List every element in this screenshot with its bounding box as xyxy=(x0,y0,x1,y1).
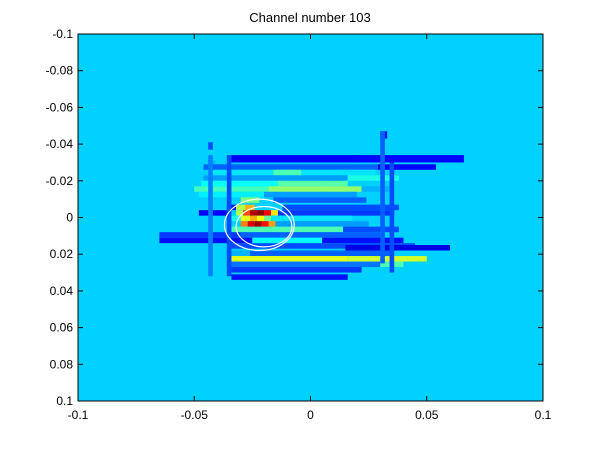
heatmap-cell xyxy=(277,180,348,187)
heatmap-cell xyxy=(245,204,255,211)
heatmap-cell xyxy=(254,221,262,227)
heatmap-cell xyxy=(240,232,381,238)
heatmap-cell xyxy=(352,155,464,163)
heatmap-cell xyxy=(236,204,246,211)
heatmap-cell xyxy=(250,210,258,216)
heatmap-cell xyxy=(229,243,416,249)
heatmap-cell xyxy=(226,155,232,277)
heatmap-cell xyxy=(201,180,323,187)
heatmap-cell xyxy=(347,256,427,262)
heatmap-cell xyxy=(282,204,399,211)
heatmap-cell xyxy=(226,204,237,211)
heatmap-cell xyxy=(270,215,353,222)
x-tick-label: -0.05 xyxy=(181,408,209,422)
x-tick-label: 0.05 xyxy=(415,408,439,422)
heatmap-cell xyxy=(231,274,348,280)
contour-lines xyxy=(223,198,295,252)
heatmap-cell xyxy=(270,210,278,216)
y-tick-label: 0.02 xyxy=(50,247,74,261)
heatmap-cell xyxy=(226,261,390,268)
heatmap-cell xyxy=(264,215,271,222)
heatmap-cell xyxy=(231,267,362,273)
heatmap-cell xyxy=(273,169,302,176)
heatmap-cell xyxy=(277,210,395,216)
heatmap-cell xyxy=(343,226,399,233)
heatmap-cell xyxy=(361,186,390,192)
heatmap-cell xyxy=(240,215,251,222)
heatmap-cell xyxy=(226,226,344,233)
y-tick-label: -0.02 xyxy=(46,174,74,188)
heatmap-cell xyxy=(257,210,264,216)
heatmap-cell xyxy=(261,221,269,227)
y-tick-label: -0.08 xyxy=(46,64,74,78)
x-tick-label: 0 xyxy=(307,408,314,422)
heatmap-cell xyxy=(250,215,258,222)
x-axis: -0.1 -0.05 0 0.05 0.1 xyxy=(68,34,552,422)
heatmap-cell xyxy=(247,221,255,227)
heatmap-cell xyxy=(268,221,276,227)
chart-title: Channel number 103 xyxy=(249,10,370,25)
y-tick-label: -0.06 xyxy=(46,100,74,114)
x-tick-label: 0.1 xyxy=(535,408,552,422)
y-tick-label: 0 xyxy=(66,211,73,225)
heatmap-cell xyxy=(380,131,385,264)
y-tick-label: 0.06 xyxy=(50,321,74,335)
x-tick-label: -0.1 xyxy=(68,408,89,422)
heatmap-cell xyxy=(389,162,395,273)
heatmap-cell xyxy=(231,256,348,262)
heatmap-cell xyxy=(159,232,241,238)
heatmap-cell xyxy=(322,237,404,244)
heatmap-cell xyxy=(268,186,362,192)
y-tick-label: 0.04 xyxy=(50,284,74,298)
contour-line xyxy=(235,205,293,248)
heatmap-cell xyxy=(203,164,378,170)
heatmap-cell xyxy=(347,175,399,181)
heatmap-cell xyxy=(203,175,348,181)
heatmap-cell xyxy=(226,250,251,257)
heatmap-cell xyxy=(243,210,251,216)
y-tick-label: 0.1 xyxy=(56,394,73,408)
heatmap-cell xyxy=(250,250,390,257)
heatmap-cell xyxy=(273,197,367,203)
heatmap-cell xyxy=(377,164,437,170)
y-axis: -0.1 -0.08 -0.06 -0.04 -0.02 0 0.02 0.04 0.06 0.0… xyxy=(46,27,543,408)
heatmap-cell xyxy=(264,210,271,216)
plot-area xyxy=(77,33,544,402)
heatmap-cell xyxy=(257,215,264,222)
contour-line xyxy=(223,198,295,252)
heatmap-cell xyxy=(159,237,253,244)
heatmap-cell xyxy=(264,191,357,198)
heatmap-cell xyxy=(275,221,369,227)
y-tick-label: -0.04 xyxy=(46,137,74,151)
heatmap-cell xyxy=(231,215,241,222)
y-tick-label: -0.1 xyxy=(52,27,73,41)
heatmap-cells xyxy=(159,131,464,280)
heatmap-cell xyxy=(345,245,450,251)
heatmap-cell xyxy=(208,155,213,277)
heatmap-cell xyxy=(231,155,360,163)
y-tick-label: 0.08 xyxy=(50,357,74,371)
heatmap-cell xyxy=(208,142,213,150)
heatmap-cell xyxy=(240,221,248,227)
heatmap-cell xyxy=(236,210,244,216)
